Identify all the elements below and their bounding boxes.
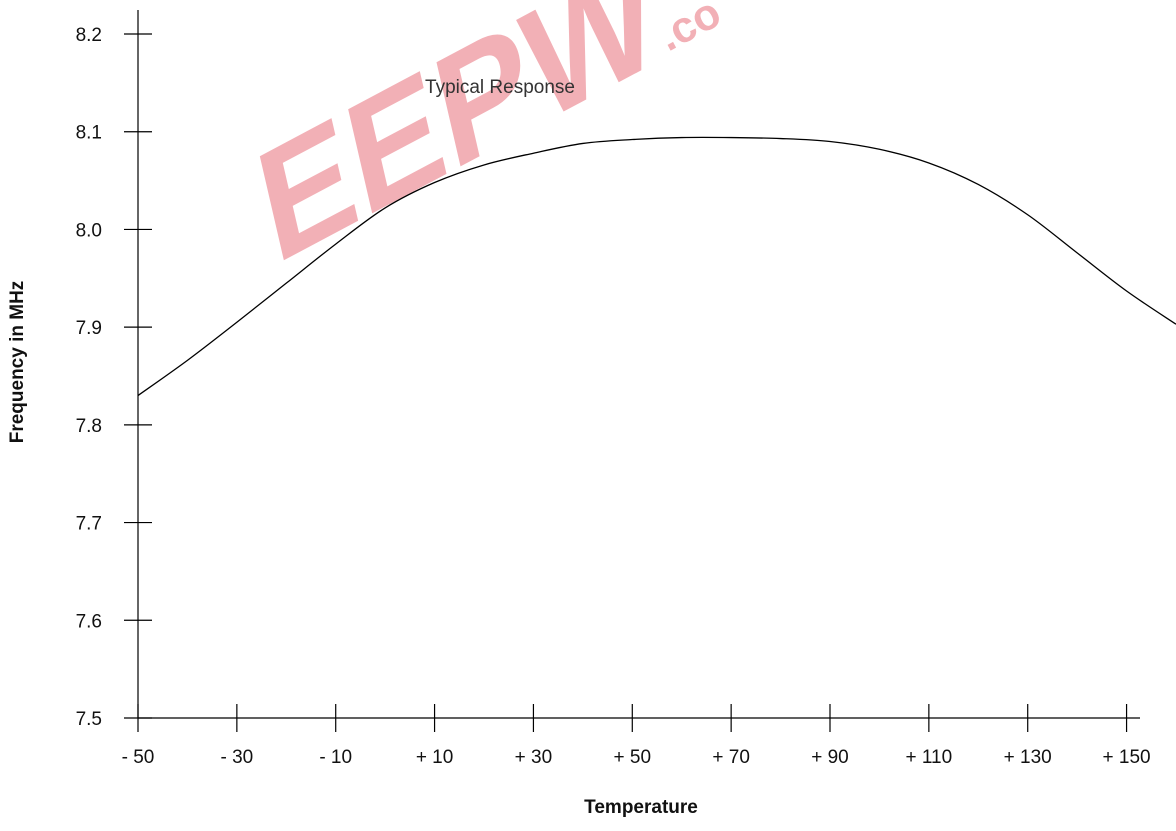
series-line — [137, 136, 1176, 397]
x-tick-label: + 90 — [811, 747, 849, 768]
x-tick-label: - 10 — [319, 747, 352, 768]
x-tick-label: - 30 — [220, 747, 253, 768]
x-tick-label: + 10 — [416, 747, 454, 768]
x-tick-label: + 50 — [614, 747, 652, 768]
x-tick-label: + 70 — [712, 747, 750, 768]
x-axis-title: Temperature — [584, 797, 698, 818]
y-tick-label: 8.1 — [76, 123, 102, 144]
y-tick-label: 8.0 — [76, 220, 102, 241]
y-axis-title: Frequency in MHz — [7, 281, 28, 444]
x-tick-label: + 30 — [515, 747, 553, 768]
y-tick-label: 7.6 — [76, 611, 102, 632]
x-ticks-group: - 50 - 30 - 10 + 10 + 30 + 50 + 70 + 90 + 110 + 1… — [122, 704, 1151, 768]
x-tick-label: + 110 — [906, 747, 953, 768]
x-tick-label: + 150 — [1103, 747, 1151, 768]
y-ticks-group: 7.5 7.6 7.7 7.8 7.9 8.0 8.1 8.2 — [76, 25, 152, 730]
y-tick-label: 7.8 — [76, 416, 102, 437]
x-tick-label: - 50 — [122, 747, 155, 768]
y-tick-label: 7.7 — [76, 514, 102, 535]
watermark-logo: EEPW .co — [244, 0, 729, 298]
y-tick-label: 7.9 — [76, 318, 102, 339]
y-tick-label: 8.2 — [76, 25, 102, 46]
annotation-typical-response: Typical Response — [425, 77, 575, 98]
x-tick-label: + 130 — [1004, 747, 1052, 768]
watermark-logo-text: EEPW — [244, 0, 673, 298]
y-tick-label: 7.5 — [76, 709, 102, 730]
